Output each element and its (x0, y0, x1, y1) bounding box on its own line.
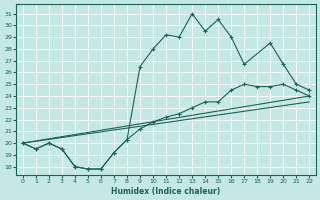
X-axis label: Humidex (Indice chaleur): Humidex (Indice chaleur) (111, 187, 221, 196)
